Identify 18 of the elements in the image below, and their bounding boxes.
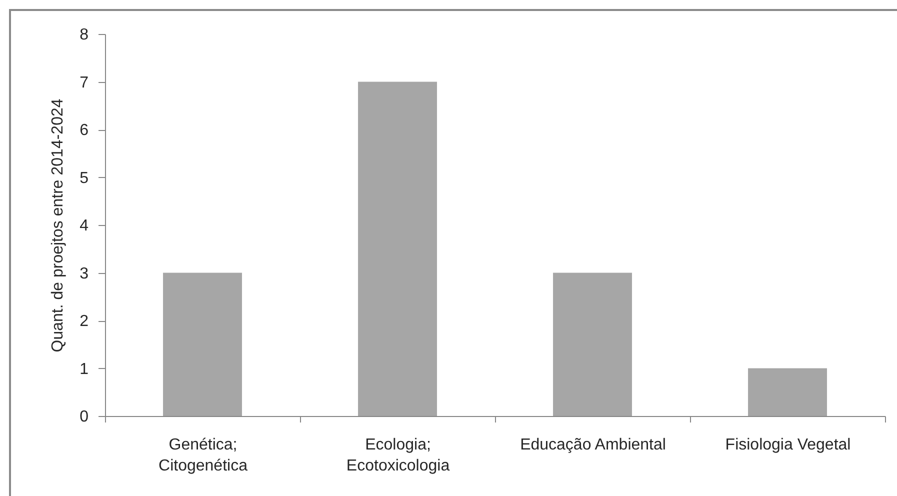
y-tick-label: 7 <box>80 74 89 92</box>
y-tick-label: 0 <box>80 408 89 426</box>
y-tick-label: 8 <box>80 26 89 44</box>
x-tick-label: Educação Ambiental <box>520 436 666 454</box>
x-tick-label: Ecologia; Ecotoxicologia <box>346 436 450 474</box>
y-tick-label: 2 <box>80 313 89 330</box>
bar <box>358 82 437 416</box>
bar <box>553 272 632 416</box>
y-tick-label: 5 <box>80 170 89 187</box>
y-tick-label: 1 <box>80 360 89 378</box>
bar <box>748 368 827 416</box>
x-tick-label: Genética; Citogenética <box>158 436 248 474</box>
y-tick-label: 4 <box>80 218 89 234</box>
bar <box>163 272 242 416</box>
y-axis-title: Quant. de proejtos entre 2014-2024 <box>50 98 67 352</box>
x-tick-label: Fisiologia Vegetal <box>725 436 851 454</box>
y-tick-label: 3 <box>80 265 89 282</box>
y-tick-label: 6 <box>80 122 89 139</box>
